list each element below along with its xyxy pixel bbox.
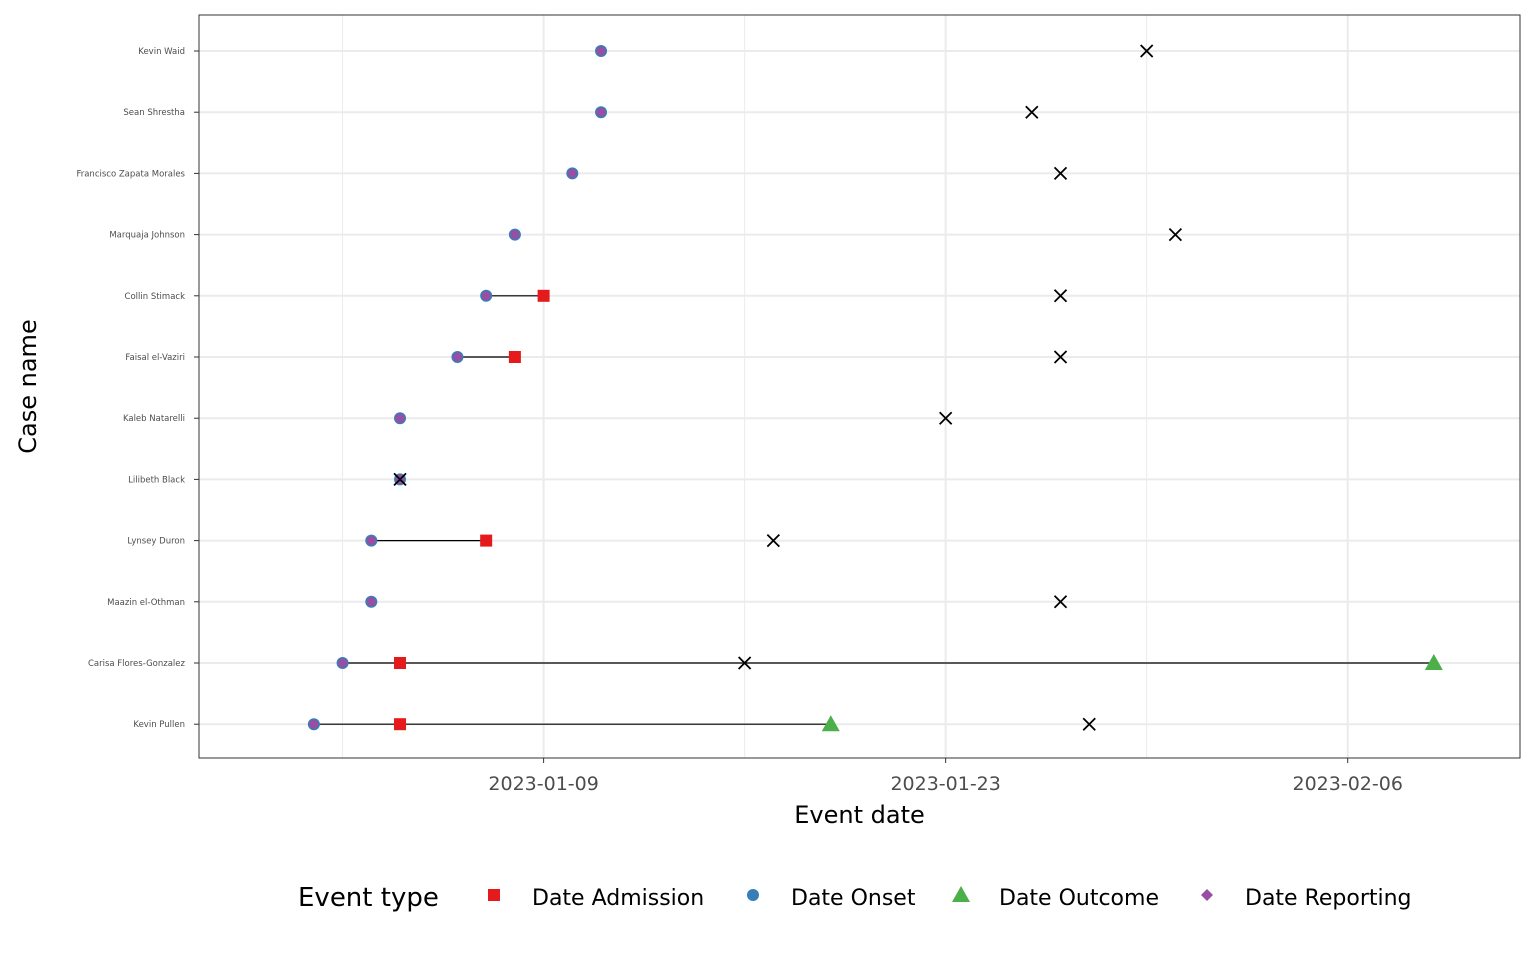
outcome-cross-point	[766, 533, 780, 548]
y-axis-title: Case name	[14, 319, 42, 453]
reporting-point	[395, 413, 405, 423]
admission-point	[394, 657, 407, 669]
outcome-cross-point	[1053, 166, 1068, 181]
y-tick-label: Sean Shrestha	[123, 108, 185, 118]
reporting-point	[510, 230, 520, 240]
legend-label: Date Admission	[532, 886, 704, 911]
legend-label: Date Outcome	[999, 886, 1159, 911]
y-tick-label: Maazin el-Othman	[107, 598, 185, 608]
y-tick-label: Collin Stimack	[125, 292, 186, 302]
outcome-cross-point	[393, 472, 407, 487]
outcome-cross-point	[939, 411, 953, 425]
reporting-point	[481, 291, 491, 301]
outcome-point	[1424, 654, 1443, 670]
legend-key-diamond	[1201, 889, 1213, 901]
reporting-point	[366, 597, 376, 607]
admission-point	[508, 351, 521, 363]
legend-key-square	[488, 889, 500, 901]
legend-key-circle	[747, 889, 759, 901]
y-tick-label: Lilibeth Black	[128, 475, 185, 485]
reporting-point	[596, 46, 606, 56]
reporting-point	[366, 536, 376, 546]
legend-key-triangle	[952, 886, 970, 902]
legend-label: Date Reporting	[1245, 886, 1412, 911]
reporting-point	[596, 107, 606, 117]
y-tick-label: Lynsey Duron	[127, 537, 185, 547]
y-tick-label: Francisco Zapata Morales	[76, 169, 185, 179]
x-tick-label: 2023-02-06	[1292, 773, 1402, 795]
y-tick-label: Marquaja Johnson	[109, 231, 185, 241]
reporting-point	[338, 658, 348, 668]
y-tick-label: Kaleb Natarelli	[123, 414, 185, 424]
legend-label: Date Onset	[791, 886, 916, 911]
admission-point	[537, 289, 550, 302]
outcome-cross-point	[1053, 289, 1068, 303]
y-tick-label: Kevin Waid	[138, 47, 185, 57]
x-axis-title: Event date	[794, 801, 925, 829]
y-tick-label: Carisa Flores-Gonzalez	[88, 659, 186, 669]
x-tick-label: 2023-01-09	[488, 773, 598, 795]
y-tick-label: Kevin Pullen	[133, 720, 185, 730]
admission-point	[394, 718, 407, 731]
x-tick-label: 2023-01-23	[890, 773, 1000, 795]
reporting-point	[309, 719, 319, 729]
admission-point	[480, 534, 493, 547]
outcome-cross-point	[1053, 595, 1068, 609]
outcome-cross-point	[1140, 44, 1154, 58]
outcome-cross-point	[1025, 105, 1039, 119]
outcome-cross-point	[1082, 717, 1096, 731]
outcome-cross-point	[737, 656, 752, 670]
legend-title: Event type	[298, 883, 439, 913]
y-tick-label: Faisal el-Vaziri	[125, 353, 185, 363]
outcome-point	[821, 715, 840, 732]
plot-panel-border	[198, 14, 1521, 759]
reporting-point	[567, 168, 577, 178]
outcome-cross-point	[1168, 227, 1183, 242]
reporting-point	[452, 352, 462, 362]
outcome-cross-point	[1053, 350, 1068, 364]
